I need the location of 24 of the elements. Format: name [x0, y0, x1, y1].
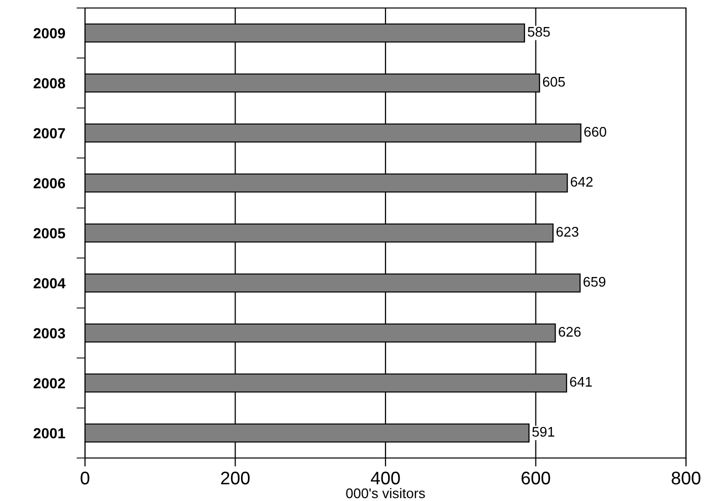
data-label: 642 — [570, 176, 593, 187]
data-label: 605 — [542, 76, 565, 87]
y-tick-label: 2003 — [34, 328, 66, 338]
y-tick-label: 2007 — [34, 128, 65, 138]
x-tick-label: 800 — [672, 472, 700, 484]
y-tick-label: 2005 — [34, 228, 66, 238]
x-tick-label: 0 — [80, 472, 90, 484]
x-axis-title: 000's visitors — [346, 488, 425, 498]
data-label: 623 — [556, 226, 578, 237]
y-tick-label: 2004 — [34, 278, 66, 288]
x-tick-label: 400 — [370, 472, 400, 484]
y-tick-label: 2008 — [34, 78, 66, 88]
y-tick-label: 2006 — [34, 178, 66, 188]
y-tick-label: 2001 — [34, 428, 66, 438]
data-label: 660 — [584, 126, 606, 137]
data-label: 585 — [528, 26, 550, 37]
y-tick-label: 2002 — [34, 378, 65, 388]
data-label: 659 — [584, 276, 606, 287]
x-tick-label: 600 — [522, 472, 550, 484]
data-label: 641 — [570, 376, 592, 387]
y-tick-label: 2009 — [34, 28, 66, 38]
data-label: 591 — [532, 426, 554, 437]
x-tick-label: 200 — [221, 472, 250, 484]
data-label: 626 — [558, 326, 581, 337]
